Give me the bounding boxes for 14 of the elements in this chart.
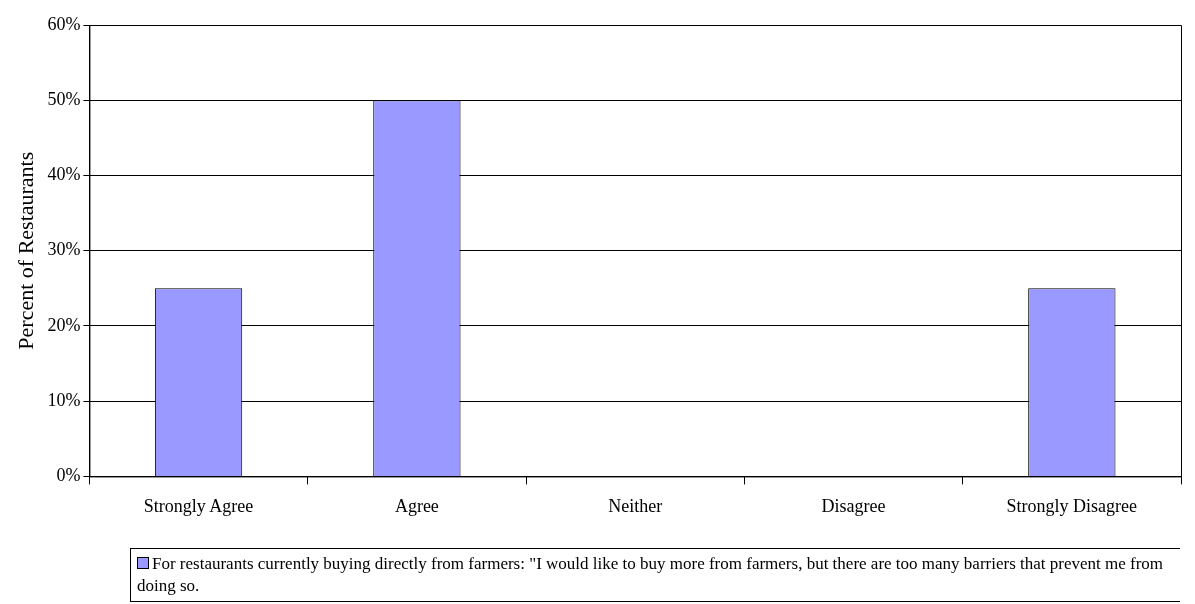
y-tick-label: 20% xyxy=(47,314,81,335)
y-tick-label: 30% xyxy=(47,239,81,260)
y-axis-title: Percent of Restaurants xyxy=(12,151,38,350)
x-tick-label: Strongly Disagree xyxy=(1006,495,1138,516)
x-tick-label: Agree xyxy=(394,495,439,516)
x-tick-label: Disagree xyxy=(821,495,886,516)
y-tick-label: 40% xyxy=(47,164,81,185)
y-tick-label: 50% xyxy=(47,88,81,109)
x-tick-label: Strongly Agree xyxy=(143,495,254,516)
y-tick-label: 10% xyxy=(47,389,81,410)
x-tick-label: Neither xyxy=(608,495,663,516)
legend-label: For restaurants currently buying directly from farmers: "I would like to buy more from farmers, but there are too many barriers that prevent me from doing so. xyxy=(130,548,1180,602)
y-tick-label: 60% xyxy=(47,13,81,34)
y-tick-label: 0% xyxy=(56,465,81,486)
